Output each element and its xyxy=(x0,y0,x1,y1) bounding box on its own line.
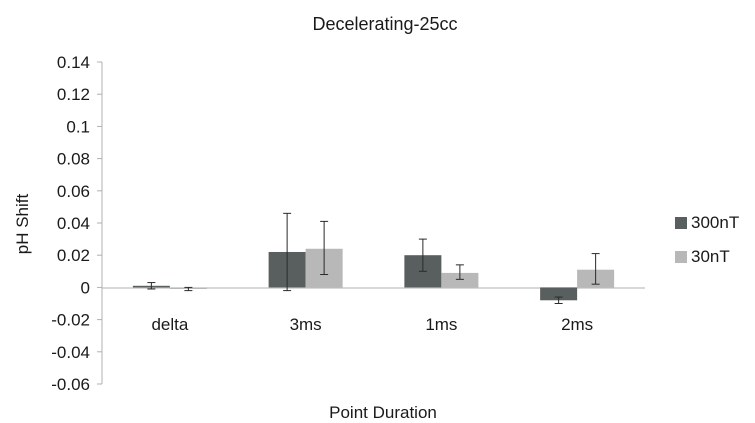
legend-label: 300nT xyxy=(691,213,739,232)
y-axis-title: pH Shift xyxy=(13,193,32,254)
legend-swatch xyxy=(675,251,687,263)
category-label: 1ms xyxy=(425,315,457,334)
y-tick-label: 0.12 xyxy=(57,85,90,104)
legend: 300nT 30nT xyxy=(675,213,739,266)
y-tick-label: 0.04 xyxy=(57,214,90,233)
y-tick-label: 0.02 xyxy=(57,246,90,265)
category-label: 2ms xyxy=(561,315,593,334)
y-tick-label: -0.04 xyxy=(51,343,90,362)
error-bars xyxy=(147,212,600,304)
category-labels: delta 3ms 1ms 2ms xyxy=(151,315,593,334)
legend-swatch xyxy=(675,217,687,229)
chart-title: Decelerating-25cc xyxy=(312,14,457,34)
category-label: 3ms xyxy=(290,315,322,334)
y-tick-label: -0.02 xyxy=(51,311,90,330)
y-tick-label: 0.14 xyxy=(57,53,90,72)
x-axis-title: Point Duration xyxy=(329,403,437,422)
y-tick-label: 0 xyxy=(81,278,90,297)
y-tick-label: 0.06 xyxy=(57,182,90,201)
y-axis-ticks: 0.14 0.12 0.1 0.08 0.06 0.04 0.02 0 -0.02 -0.04 -0… xyxy=(51,53,102,394)
y-tick-label: 0.08 xyxy=(57,150,90,169)
category-label: delta xyxy=(151,315,188,334)
y-tick-label: 0.1 xyxy=(66,117,90,136)
legend-label: 30nT xyxy=(691,247,730,266)
y-tick-label: -0.06 xyxy=(51,375,90,394)
bar-series xyxy=(132,248,615,301)
bar-30nT-1ms xyxy=(441,272,479,288)
bar-300nT-2ms xyxy=(540,287,578,301)
